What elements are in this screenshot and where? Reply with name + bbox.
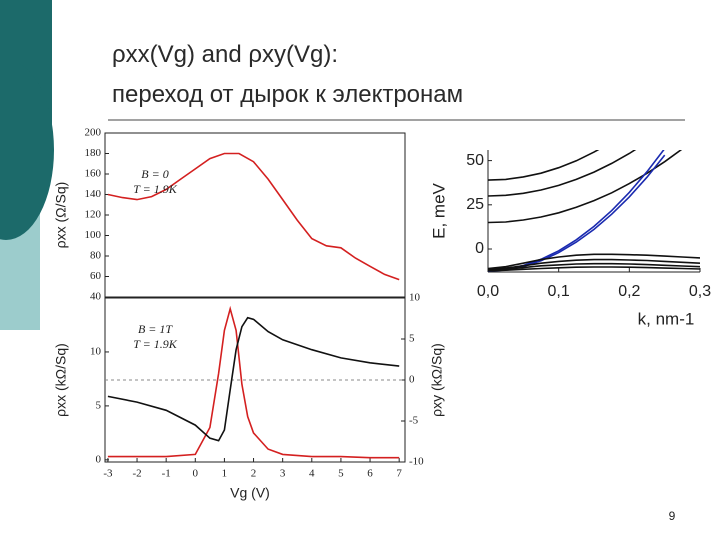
y2-tick-label: 10 xyxy=(409,292,421,304)
x-tick-label: 0,0 xyxy=(477,283,499,300)
x-tick-label: 5 xyxy=(338,468,344,480)
x-tick-label: 7 xyxy=(396,468,402,480)
y-tick-label: 160 xyxy=(85,168,102,180)
series-line xyxy=(107,152,400,281)
x-tick-label: 0,1 xyxy=(548,283,570,300)
y-axis-label: E, meV xyxy=(429,182,448,238)
y2-tick-label: -5 xyxy=(409,415,419,427)
y-tick-label: 200 xyxy=(85,127,102,139)
y-tick-label: 40 xyxy=(90,291,102,303)
y-tick-label: 80 xyxy=(90,250,102,262)
series-line xyxy=(488,150,637,197)
x-tick-label: 0,3 xyxy=(689,283,711,300)
x-tick-label: 3 xyxy=(280,468,286,480)
x-tick-label: 6 xyxy=(367,468,373,480)
y-tick-label: 10 xyxy=(90,345,102,357)
slide-subtitle: переход от дырок к электронам xyxy=(112,81,463,108)
y-tick-label: 60 xyxy=(90,270,102,282)
series-line xyxy=(488,253,700,270)
y-tick-label: 180 xyxy=(85,147,102,159)
x-tick-label: 4 xyxy=(309,468,315,480)
y-axis-label: ρxx (kΩ/Sq) xyxy=(53,343,69,417)
decor-circle xyxy=(0,60,54,240)
x-tick-label: 0 xyxy=(193,468,199,480)
series-line xyxy=(107,305,400,459)
series-line xyxy=(488,262,700,271)
annotation: B = 0 xyxy=(141,167,168,181)
y-tick-label: 140 xyxy=(85,188,102,200)
x-tick-label: 0,2 xyxy=(618,283,640,300)
y-tick-label: 25 xyxy=(466,196,484,213)
annotation: T = 1.9K xyxy=(133,337,178,351)
series-line xyxy=(488,150,600,181)
y2-tick-label: 5 xyxy=(409,333,415,345)
y-tick-label: 5 xyxy=(96,399,102,411)
y2-axis-label: ρxy (kΩ/Sq) xyxy=(429,343,445,417)
y2-tick-label: 0 xyxy=(409,374,415,386)
y-axis-label: ρxx (Ω/Sq) xyxy=(53,182,69,249)
annotation: T = 1.9K xyxy=(133,182,178,196)
y-tick-label: 100 xyxy=(85,229,102,241)
x-tick-label: -2 xyxy=(132,468,141,480)
x-tick-label: 2 xyxy=(251,468,257,480)
y2-tick-label: -10 xyxy=(409,456,424,468)
slide-title: ρxx(Vg) and ρxy(Vg): xyxy=(112,41,338,68)
x-tick-label: -1 xyxy=(162,468,171,480)
series-line xyxy=(488,258,700,271)
y-tick-label: 0 xyxy=(475,240,484,257)
y-tick-label: 50 xyxy=(466,152,484,169)
page-number: 9 xyxy=(669,509,676,523)
series-line xyxy=(107,316,400,442)
y-tick-label: 0 xyxy=(96,453,102,465)
y-tick-label: 120 xyxy=(85,209,102,221)
x-tick-label: 1 xyxy=(222,468,228,480)
x-axis-label: Vg (V) xyxy=(230,485,270,501)
x-axis-label: k, nm-1 xyxy=(638,309,695,328)
series-line xyxy=(488,150,683,224)
series-line xyxy=(488,266,700,272)
annotation: B = 1T xyxy=(138,322,173,336)
x-tick-label: -3 xyxy=(103,468,113,480)
